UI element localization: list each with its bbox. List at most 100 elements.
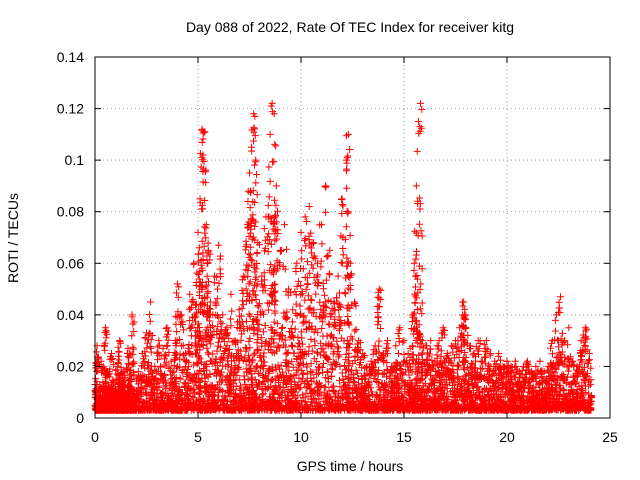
data-point xyxy=(358,376,366,384)
data-point xyxy=(239,301,247,309)
data-point xyxy=(320,403,328,411)
data-point xyxy=(266,130,274,138)
data-point xyxy=(289,332,297,340)
data-point xyxy=(315,395,323,403)
data-point xyxy=(257,357,265,365)
data-point xyxy=(204,288,212,296)
data-point xyxy=(369,350,377,358)
data-point xyxy=(269,367,277,375)
data-point xyxy=(267,335,275,343)
data-point xyxy=(211,391,219,399)
data-point xyxy=(298,247,306,255)
data-point xyxy=(359,350,367,358)
data-point xyxy=(328,310,336,318)
data-point xyxy=(394,329,402,337)
data-point xyxy=(352,326,360,334)
data-point xyxy=(184,396,192,404)
data-point xyxy=(317,263,325,271)
data-point xyxy=(287,289,295,297)
data-point xyxy=(181,356,189,364)
data-point xyxy=(239,323,247,331)
data-point xyxy=(365,380,373,388)
data-point xyxy=(310,374,318,382)
data-point xyxy=(276,261,284,269)
data-point xyxy=(248,257,256,265)
data-point xyxy=(298,290,306,298)
data-point xyxy=(203,252,211,260)
data-point xyxy=(233,338,241,346)
data-point xyxy=(129,350,137,358)
data-point xyxy=(308,240,316,248)
data-point xyxy=(326,332,334,340)
data-point xyxy=(281,336,289,344)
data-point xyxy=(217,372,225,380)
data-point xyxy=(315,388,323,396)
data-point xyxy=(201,196,209,204)
data-point xyxy=(295,339,303,347)
data-point xyxy=(349,371,357,379)
data-point xyxy=(416,123,424,131)
data-point xyxy=(247,256,255,264)
data-point xyxy=(326,271,334,279)
data-point xyxy=(299,370,307,378)
data-point xyxy=(412,317,420,325)
data-point xyxy=(270,158,278,166)
data-point xyxy=(267,383,275,391)
data-point xyxy=(346,286,354,294)
data-point xyxy=(260,328,268,336)
data-point xyxy=(147,336,155,344)
data-point xyxy=(339,245,347,253)
data-point xyxy=(215,241,223,249)
data-point xyxy=(392,358,400,366)
data-point xyxy=(128,332,136,340)
data-point xyxy=(248,126,256,134)
data-point xyxy=(288,318,296,326)
data-point xyxy=(230,405,238,413)
data-point xyxy=(270,288,278,296)
data-point xyxy=(414,117,422,125)
data-point xyxy=(170,362,178,370)
data-point xyxy=(202,221,210,229)
data-point xyxy=(355,337,363,345)
data-point xyxy=(308,296,316,304)
data-point xyxy=(308,347,316,355)
data-point xyxy=(374,376,382,384)
data-point xyxy=(199,135,207,143)
data-point xyxy=(248,143,256,151)
data-point xyxy=(253,260,261,268)
data-point xyxy=(223,397,231,405)
data-point xyxy=(418,299,426,307)
data-point xyxy=(295,277,303,285)
data-point xyxy=(141,352,149,360)
data-point xyxy=(129,343,137,351)
data-point xyxy=(303,361,311,369)
data-point xyxy=(400,351,408,359)
data-point xyxy=(289,306,297,314)
data-point xyxy=(253,170,261,178)
data-point xyxy=(317,405,325,413)
data-point xyxy=(334,272,342,280)
data-point xyxy=(270,281,278,289)
data-point xyxy=(279,263,287,271)
data-point xyxy=(196,355,204,363)
data-point xyxy=(178,389,186,397)
data-point xyxy=(283,245,291,253)
data-point xyxy=(199,129,207,137)
data-point xyxy=(99,363,107,371)
data-point xyxy=(215,313,223,321)
data-point xyxy=(242,266,250,274)
data-point xyxy=(328,396,336,404)
data-point xyxy=(291,388,299,396)
data-point xyxy=(190,385,198,393)
data-point xyxy=(283,313,291,321)
data-point xyxy=(292,371,300,379)
data-point xyxy=(209,350,217,358)
data-point xyxy=(269,390,277,398)
data-point xyxy=(172,289,180,297)
data-point xyxy=(147,298,155,306)
data-point xyxy=(418,105,426,113)
data-point xyxy=(255,325,263,333)
data-point xyxy=(167,371,175,379)
data-point xyxy=(291,394,299,402)
data-point xyxy=(231,389,239,397)
